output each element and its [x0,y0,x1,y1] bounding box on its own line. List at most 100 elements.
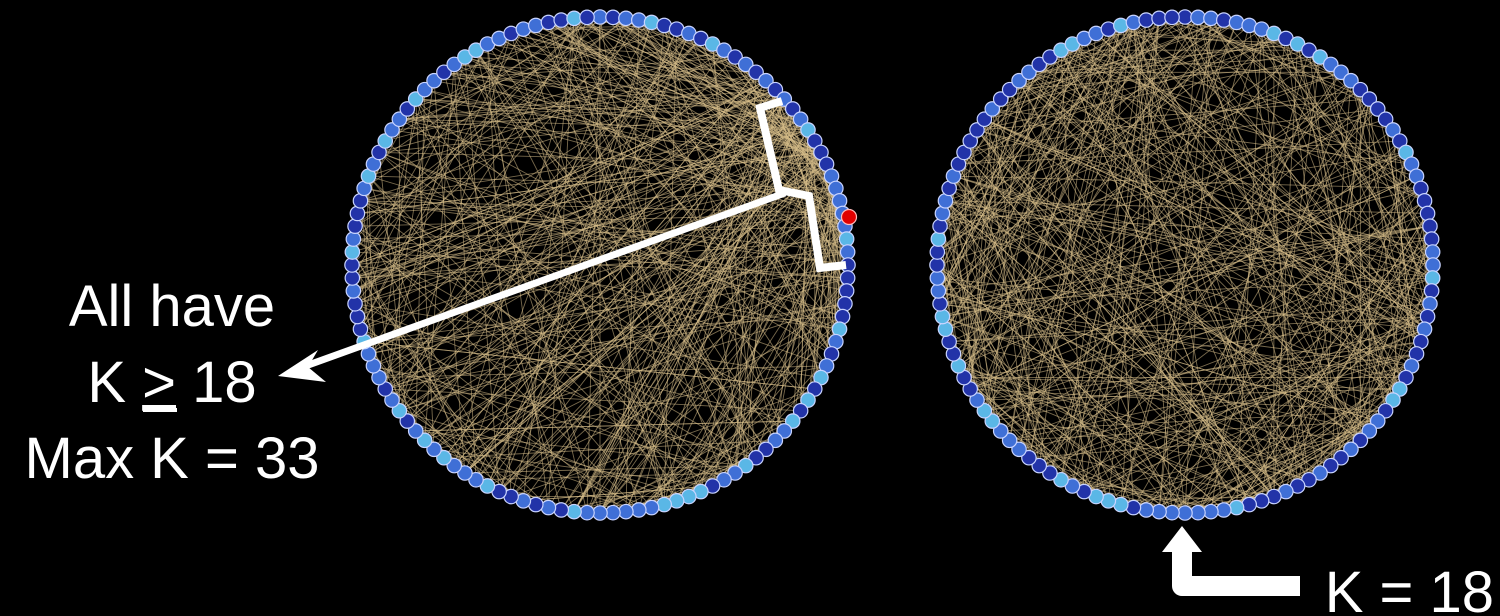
right-network-edge [958,365,1262,502]
right-network-node [1322,457,1339,474]
left-network-edge [712,43,747,466]
right-network-node [930,283,947,299]
right-network-node [1164,504,1180,521]
right-annotation-label: K = 18 [1325,560,1494,616]
right-network-edge [1038,71,1342,466]
right-network-node [1011,72,1027,89]
left-network-node [839,270,856,286]
left-network-edge [406,108,678,502]
right-network-node [1151,10,1167,27]
right-network-edge [938,238,1275,497]
right-network-node [1021,64,1037,81]
left-network-node [345,283,362,299]
right-network-edge [1261,29,1299,487]
left-network-node [416,432,433,449]
left-network-node [528,17,544,34]
right-network-node [1424,270,1441,286]
right-network-edge [1377,264,1434,422]
left-network-node [446,56,463,73]
right-network-edge [958,43,1073,367]
right-network-node [962,133,979,149]
right-network-edge [1060,49,1394,131]
right-network-node [1011,441,1027,458]
right-network-edge [1060,49,1332,466]
left-network-edge [573,108,794,512]
right-network-node [1385,392,1401,408]
left-network-node [643,499,660,516]
right-network-edge [969,140,1275,497]
right-network-edge [1120,18,1160,505]
left-network-edge [368,108,793,355]
right-network-node [1352,432,1369,449]
right-network-edge [1060,479,1250,505]
right-network-edge [1184,18,1212,514]
right-network-node [1377,111,1394,128]
left-network-node [784,101,801,117]
right-network-node [1021,449,1037,466]
right-network-edge [976,341,1421,401]
left-network-node [349,308,366,325]
right-network-edge [1083,72,1342,492]
right-network-node [1228,499,1245,516]
right-network-edge [945,71,1342,202]
left-network-edge [560,290,847,511]
right-network-node [1125,14,1142,31]
left-network-edge [399,80,766,120]
right-network-node [1177,9,1193,25]
right-network-node [1164,9,1180,26]
left-network-edge [433,365,827,450]
right-network-edge [984,251,1433,412]
right-network-edge [1297,43,1370,432]
left-network-node [540,499,557,516]
left-network-edge [352,89,776,279]
left-network-edge [663,25,832,355]
left-network-edge [586,17,827,367]
right-network-node [1419,308,1436,325]
right-network-edge [1060,479,1224,511]
left-network-edge [688,277,849,497]
left-network-edge [599,175,832,514]
left-network-node [656,496,672,513]
right-network-node [1203,10,1219,27]
right-network-edge [1095,238,1432,497]
right-network-edge [1261,56,1321,501]
right-network-node [932,295,948,312]
annotation-line-3: Max K = 33 [25,426,320,491]
left-network-edge [360,200,801,412]
right-network-edge [948,188,1002,432]
right-network-edge [1392,129,1433,292]
right-network-node [1361,91,1378,107]
right-network-edge [939,71,1342,227]
left-network-node [800,392,816,408]
left-network-edge [391,38,702,401]
right-network-edge [953,163,1412,355]
right-network-edge [1028,72,1310,481]
right-network-edge [984,19,1224,120]
right-network-node [1312,465,1328,481]
left-network-edge [357,151,822,214]
left-network-node [792,402,809,419]
left-network-node [716,42,732,59]
left-network-edge [510,200,840,497]
left-network-node [767,432,784,449]
right-network-edge [958,365,1085,492]
left-network-edge [599,98,785,514]
left-network-nodes [344,9,858,521]
right-network-edge [1158,17,1425,202]
left-network-edge [599,213,843,514]
left-network-node [767,81,784,98]
right-network-edge [942,213,1386,412]
right-network-edge [1223,200,1425,511]
right-network-node [1031,56,1048,73]
left-network-edge [599,225,846,514]
left-network-edge [391,152,822,401]
left-network-edge [433,49,725,450]
left-network-node [540,14,557,31]
left-network-node [630,12,647,28]
right-network-edge [963,152,1361,441]
left-network-edge [560,19,840,330]
right-network-edge [1158,175,1417,512]
right-network-edge [945,17,1173,330]
left-network-edge [560,19,736,474]
right-network-edge [1018,80,1401,390]
